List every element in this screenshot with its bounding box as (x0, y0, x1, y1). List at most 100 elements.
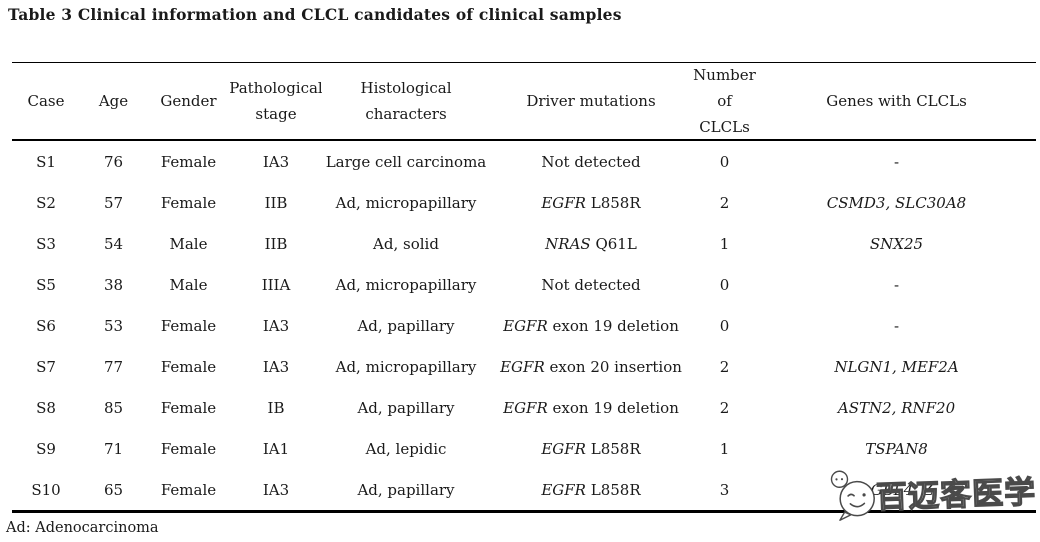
cell-gender: Female (160, 193, 217, 212)
column-header-genes: Genes with CLCLs (826, 92, 967, 110)
cell-case: S6 (36, 316, 56, 335)
cell-genes: NLGN1, MEF2A (834, 357, 959, 376)
cell-genes: AGBL4, Z (859, 480, 934, 499)
cell-stage: IIB (264, 193, 288, 212)
cell-histology: Ad, papillary (357, 316, 455, 335)
driver-mutation-text: Q61L (590, 234, 637, 253)
cell-case: S1 (36, 152, 56, 171)
cell-case: S7 (36, 357, 56, 376)
cell-clcl_count: 1 (719, 234, 730, 253)
driver-gene-symbol: EGFR (503, 316, 548, 335)
cell-gender: Female (160, 357, 217, 376)
cell-genes: CSMD3, SLC30A8 (826, 193, 967, 212)
table-row: S2 57 Female IIB Ad, micropapillary EGFR L858… (12, 182, 1036, 223)
cell-genes: TSPAN8 (865, 439, 928, 458)
column-header-case: Case (27, 92, 65, 110)
cell-histology: Ad, papillary (357, 480, 455, 499)
cell-case: S2 (36, 193, 56, 212)
clinical-samples-table: Case Age Gender Pathological stage Histologi… (12, 62, 1036, 513)
cell-gender: Male (169, 275, 208, 294)
cell-genes: SNX25 (869, 234, 924, 253)
table-row: S10 65 Female IA3 Ad, papillary EGFR L858R 3 AG… (12, 469, 1036, 510)
column-header-gender: Gender (160, 92, 217, 110)
column-header-age: Age (98, 92, 129, 110)
cell-clcl_count: 0 (719, 316, 730, 335)
cell-gender: Male (169, 234, 208, 253)
table-row: S3 54 Male IIB Ad, solid NRAS Q61L 1 SNX25 (12, 223, 1036, 264)
cell-age: 77 (103, 357, 124, 376)
cell-driver: EGFR exon 20 insertion (490, 346, 692, 387)
column-header-stage: Pathological stage (230, 79, 322, 123)
cell-gender: Female (160, 480, 217, 499)
cell-histology: Ad, micropapillary (335, 357, 477, 376)
cell-stage: IA3 (262, 357, 290, 376)
driver-gene-symbol: EGFR (541, 480, 586, 499)
cell-gender: Female (160, 316, 217, 335)
cell-histology: Ad, micropapillary (335, 193, 477, 212)
driver-gene-symbol: EGFR (500, 357, 545, 376)
cell-genes: - (893, 316, 900, 335)
cell-age: 85 (103, 398, 124, 417)
driver-mutation-text: Not detected (541, 275, 641, 294)
cell-clcl_count: 0 (719, 152, 730, 171)
cell-age: 38 (103, 275, 124, 294)
cell-stage: IIB (264, 234, 288, 253)
table-title: Table 3 Clinical information and CLCL ca… (8, 5, 622, 24)
cell-age: 53 (103, 316, 124, 335)
cell-clcl_count: 3 (719, 480, 730, 499)
table-row: S8 85 Female IB Ad, papillary EGFR exon 19 de… (12, 387, 1036, 428)
cell-genes: - (893, 152, 900, 171)
driver-mutation-text: exon 19 deletion (547, 398, 679, 417)
table-row: S7 77 Female IA3 Ad, micropapillary EGFR exon… (12, 346, 1036, 387)
cell-clcl_count: 2 (719, 398, 730, 417)
cell-clcl_count: 0 (719, 275, 730, 294)
cell-stage: IA3 (262, 480, 290, 499)
cell-stage: IA3 (262, 152, 290, 171)
cell-age: 54 (103, 234, 124, 253)
driver-gene-symbol: EGFR (541, 193, 586, 212)
driver-gene-symbol: EGFR (503, 398, 548, 417)
cell-driver: NRAS Q61L (490, 223, 692, 264)
cell-histology: Ad, lepidic (365, 439, 447, 458)
driver-mutation-text: Not detected (541, 152, 641, 171)
table-row: S6 53 Female IA3 Ad, papillary EGFR exon 19 d… (12, 305, 1036, 346)
cell-case: S10 (31, 480, 61, 499)
driver-mutation-text: L858R (585, 193, 641, 212)
cell-histology: Ad, papillary (357, 398, 455, 417)
driver-mutation-text: L858R (585, 480, 641, 499)
cell-stage: IA3 (262, 316, 290, 335)
cell-case: S9 (36, 439, 56, 458)
table-header-row: Case Age Gender Pathological stage Histologi… (12, 63, 1036, 141)
driver-mutation-text: exon 19 deletion (547, 316, 679, 335)
cell-genes: - (893, 275, 900, 294)
cell-age: 71 (103, 439, 124, 458)
driver-mutation-text: L858R (585, 439, 641, 458)
table-row: S9 71 Female IA1 Ad, lepidic EGFR L858R 1 TSPAN… (12, 428, 1036, 469)
column-header-driver: Driver mutations (526, 92, 656, 110)
cell-age: 76 (103, 152, 124, 171)
cell-histology: Large cell carcinoma (325, 152, 487, 171)
cell-driver: EGFR exon 19 deletion (490, 305, 692, 346)
driver-gene-symbol: EGFR (541, 439, 586, 458)
cell-case: S5 (36, 275, 56, 294)
cell-stage: IA1 (262, 439, 290, 458)
cell-histology: Ad, solid (373, 234, 439, 253)
cell-driver: Not detected (490, 141, 692, 182)
table-footnote: Ad: Adenocarcinoma (6, 520, 159, 536)
cell-clcl_count: 2 (719, 193, 730, 212)
cell-gender: Female (160, 439, 217, 458)
cell-histology: Ad, micropapillary (335, 275, 477, 294)
cell-genes: ASTN2, RNF20 (837, 398, 956, 417)
column-header-histology: Histological characters (360, 79, 452, 123)
cell-gender: Female (160, 152, 217, 171)
table-row: S1 76 Female IA3 Large cell carcinoma Not det… (12, 141, 1036, 182)
table-body: S1 76 Female IA3 Large cell carcinoma Not det… (12, 141, 1036, 510)
cell-age: 65 (103, 480, 124, 499)
column-header-clcl_count: Number of CLCLs (693, 66, 756, 136)
cell-driver: EGFR L858R (490, 182, 692, 223)
cell-driver: Not detected (490, 264, 692, 305)
cell-stage: IIIA (261, 275, 291, 294)
driver-gene-symbol: NRAS (545, 234, 591, 253)
cell-driver: EGFR exon 19 deletion (490, 387, 692, 428)
